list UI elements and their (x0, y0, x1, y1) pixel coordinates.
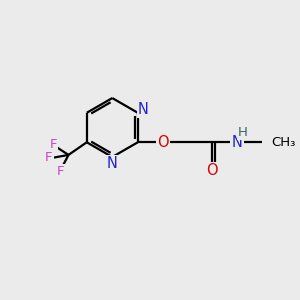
Text: O: O (157, 135, 169, 150)
Text: CH₃: CH₃ (272, 136, 296, 149)
Text: O: O (206, 164, 218, 178)
Text: H: H (238, 126, 248, 139)
Text: F: F (56, 165, 64, 178)
Text: N: N (232, 135, 242, 150)
Text: N: N (107, 156, 118, 171)
Text: N: N (138, 102, 148, 117)
Text: F: F (45, 151, 52, 164)
Text: F: F (49, 138, 57, 151)
